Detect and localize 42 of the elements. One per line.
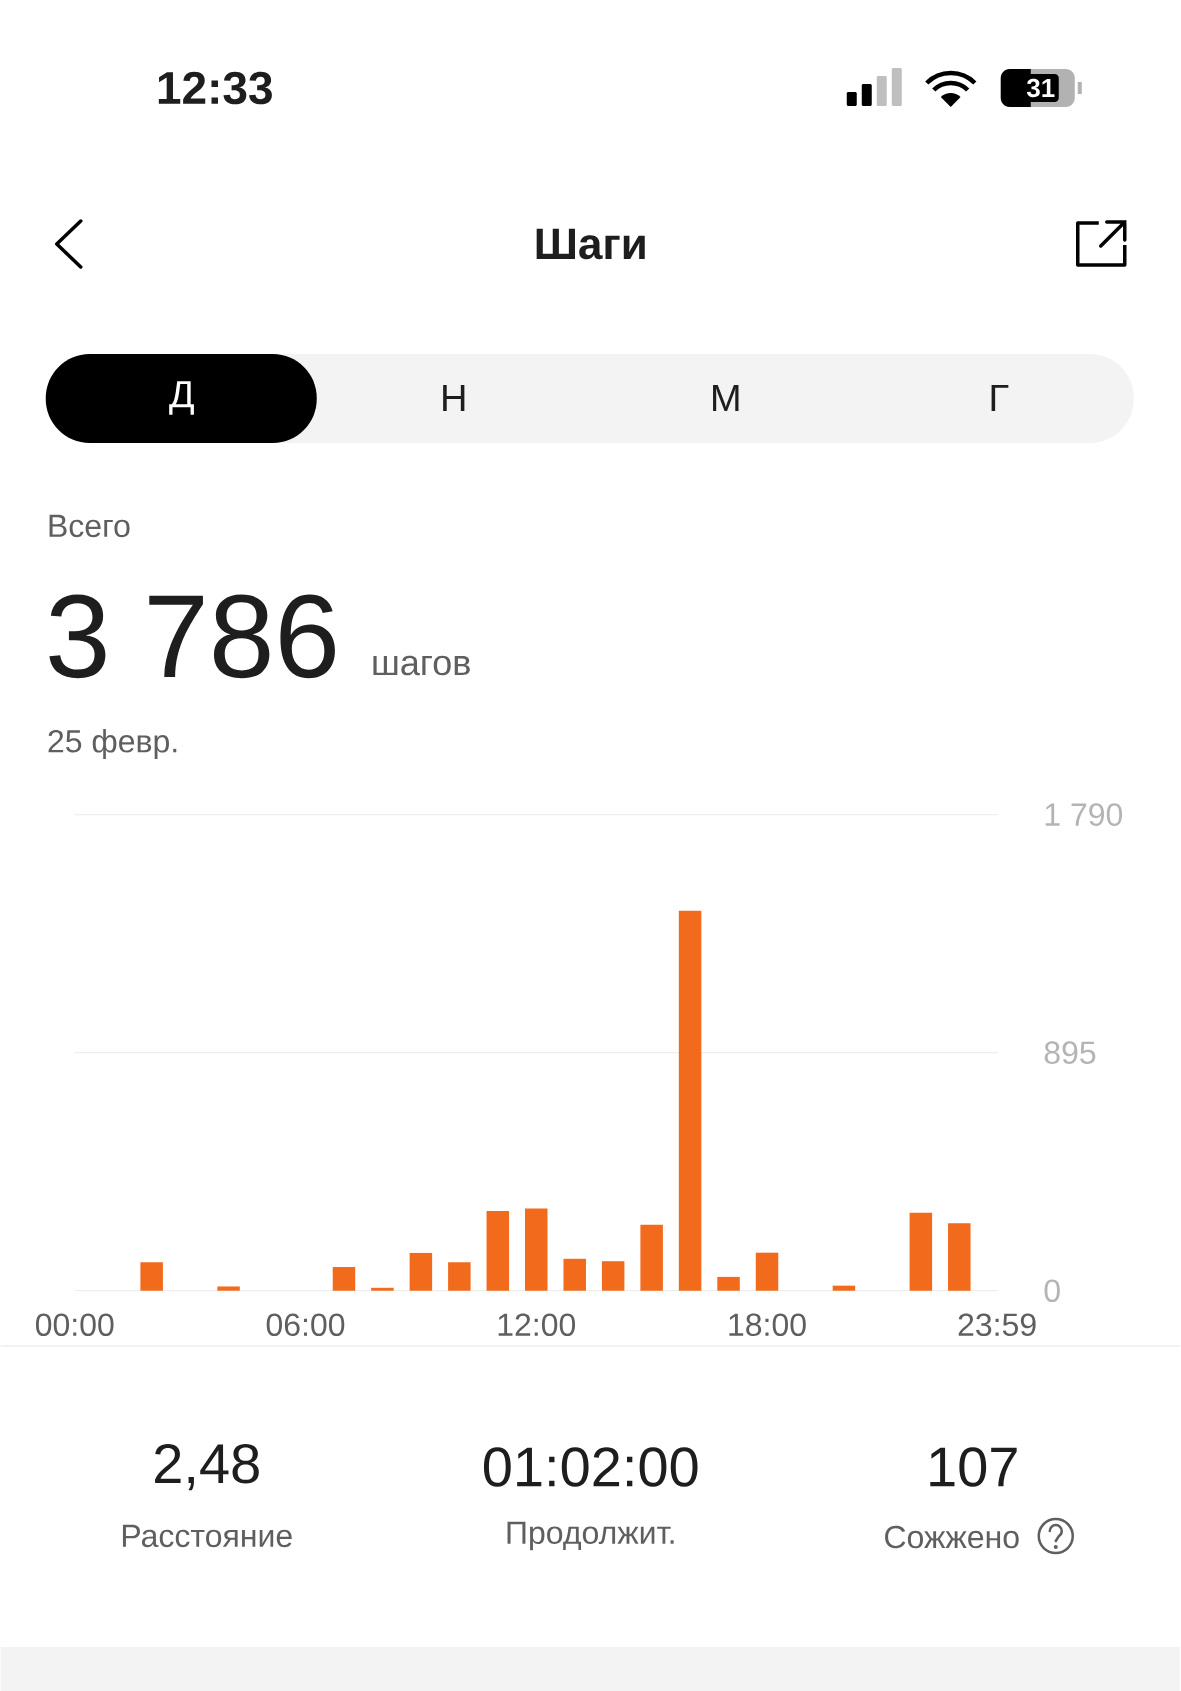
chart-title: Шаги <box>536 228 645 260</box>
y-tick-label: 1 790 <box>1045 803 1123 826</box>
text: 01:02:00 <box>484 1447 698 1487</box>
bar <box>909 1212 933 1291</box>
text: Продолжит. <box>507 1521 674 1551</box>
bar <box>679 910 702 1291</box>
x-tick-label: 06:00 <box>266 1313 345 1337</box>
bar <box>717 1276 741 1291</box>
bar <box>486 1210 510 1291</box>
text: Расстояние <box>123 1524 293 1548</box>
x-tick-label: 00:00 <box>36 1313 114 1337</box>
text: Сожжено <box>885 1525 1019 1549</box>
text: 31 <box>1027 78 1055 98</box>
bar <box>409 1252 433 1291</box>
text: М <box>713 384 739 412</box>
bar <box>217 1286 241 1291</box>
y-tick-label: 0 <box>1044 1279 1061 1303</box>
text: 107 <box>930 1447 1017 1487</box>
bar <box>948 1223 971 1291</box>
x-tick-label: 23:59 <box>958 1313 1036 1337</box>
text: 25 февр. <box>48 729 177 759</box>
text: Н <box>443 384 465 412</box>
text: Г <box>991 384 1009 412</box>
text: 2,48 <box>155 1443 260 1491</box>
x-tick-label: 18:00 <box>729 1313 807 1337</box>
y-tick-label: 895 <box>1044 1041 1096 1064</box>
bar <box>448 1262 471 1291</box>
text: шагов <box>373 655 471 676</box>
bar <box>371 1287 394 1291</box>
bar <box>832 1285 856 1291</box>
bar <box>525 1208 548 1291</box>
text: 12:33 <box>159 71 273 105</box>
bar <box>563 1258 587 1291</box>
bar <box>140 1262 164 1291</box>
text: Д <box>169 381 195 415</box>
bar <box>602 1261 625 1291</box>
text: 3 786 <box>49 594 336 679</box>
x-tick-label: 12:00 <box>498 1313 576 1337</box>
bar <box>756 1252 779 1291</box>
bar <box>640 1224 664 1291</box>
text: Всего <box>49 514 130 538</box>
bar <box>332 1267 356 1291</box>
